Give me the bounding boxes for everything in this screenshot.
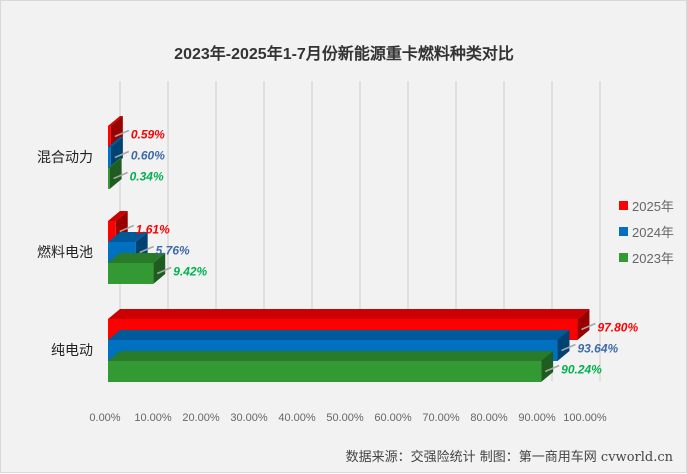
leader-line bbox=[114, 150, 130, 159]
x-tick-label: 50.00% bbox=[326, 412, 364, 424]
category-label: 混合动力 bbox=[37, 150, 93, 166]
leader-line bbox=[119, 224, 135, 233]
x-tick-label: 40.00% bbox=[278, 412, 316, 424]
leader-line bbox=[156, 266, 172, 275]
x-tick-label: 90.00% bbox=[518, 412, 556, 424]
data-label: 93.64% bbox=[577, 342, 618, 356]
bar bbox=[108, 351, 554, 382]
data-label: 0.59% bbox=[131, 128, 165, 142]
x-tick-label: 0.00% bbox=[89, 412, 120, 424]
leader-line bbox=[113, 171, 128, 180]
svg-text:2023年: 2023年 bbox=[632, 251, 674, 266]
legend-item: 2023年 bbox=[619, 251, 674, 266]
leader-line bbox=[544, 364, 560, 373]
leader-line bbox=[114, 129, 130, 138]
x-tick-label: 100.00% bbox=[563, 412, 607, 424]
svg-text:2024年: 2024年 bbox=[632, 225, 674, 240]
legend-item: 2024年 bbox=[619, 225, 674, 240]
category-label: 纯电动 bbox=[51, 343, 93, 359]
data-label: 0.60% bbox=[131, 149, 165, 163]
category-label: 燃料电池 bbox=[37, 244, 93, 261]
data-label: 0.34% bbox=[130, 170, 164, 184]
x-tick-label: 70.00% bbox=[422, 412, 460, 424]
leader-line bbox=[581, 322, 596, 331]
data-label: 9.42% bbox=[173, 265, 207, 279]
data-label: 90.24% bbox=[561, 363, 602, 377]
leader-line bbox=[561, 343, 576, 352]
chart-title: 2023年-2025年1-7月份新能源重卡燃料种类对比 bbox=[174, 44, 514, 63]
svg-text:2025年: 2025年 bbox=[632, 199, 674, 214]
data-label: 97.80% bbox=[597, 321, 638, 335]
bar bbox=[108, 158, 122, 189]
x-tick-label: 60.00% bbox=[374, 412, 412, 424]
leader-line bbox=[139, 245, 154, 254]
data-label: 1.61% bbox=[136, 223, 170, 237]
x-tick-label: 10.00% bbox=[134, 412, 172, 424]
source-note: 数据来源：交强险统计 制图：第一商用车网 cvworld.cn bbox=[346, 449, 674, 465]
legend-item: 2025年 bbox=[619, 199, 674, 214]
bar bbox=[108, 253, 166, 284]
x-tick-label: 30.00% bbox=[230, 412, 268, 424]
x-tick-label: 20.00% bbox=[182, 412, 220, 424]
x-tick-label: 80.00% bbox=[470, 412, 508, 424]
data-label: 5.76% bbox=[156, 244, 190, 258]
